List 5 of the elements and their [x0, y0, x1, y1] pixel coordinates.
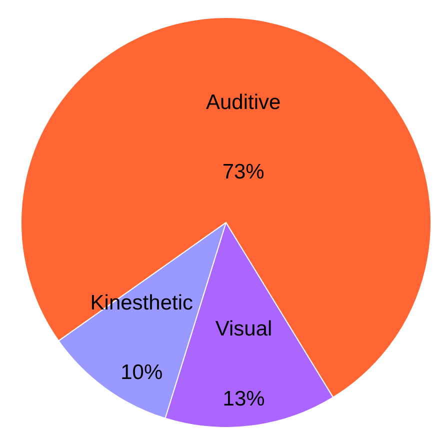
slice-label: Auditive [206, 90, 281, 114]
data-label: 10% [120, 360, 163, 384]
data-label: 13% [222, 387, 265, 410]
data-label: 73% [222, 160, 264, 184]
slice-label: Visual [215, 318, 272, 341]
